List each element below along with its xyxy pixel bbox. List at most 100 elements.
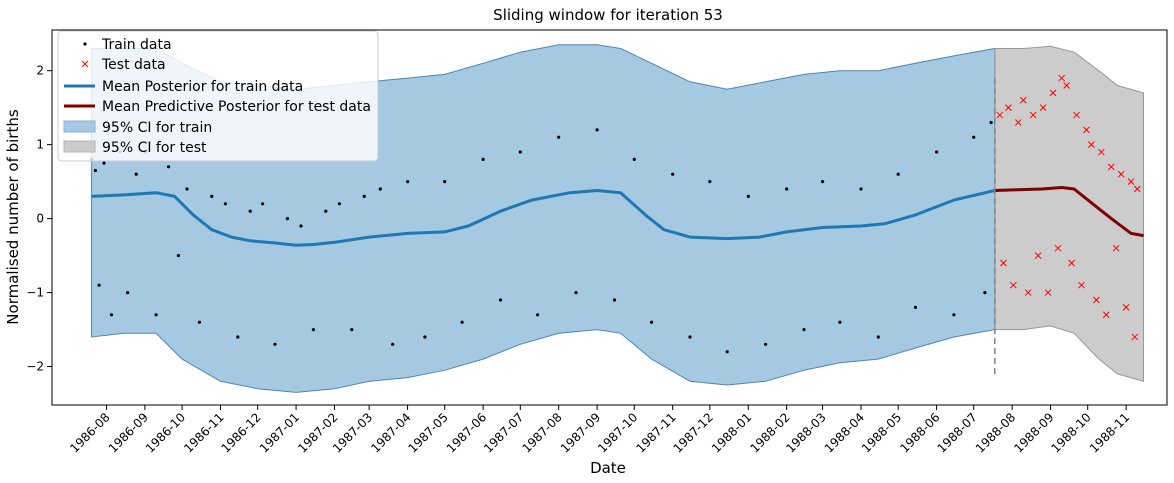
- y-axis-label: Normalised number of births: [4, 109, 22, 325]
- x-tick-label: 1986-11: [181, 410, 226, 455]
- train-data-point: [443, 180, 447, 184]
- train-data-point: [838, 320, 842, 324]
- test-data-point: [1127, 178, 1135, 185]
- test-data-points: [996, 74, 1141, 341]
- train-data-point: [210, 194, 214, 198]
- train-data-point: [650, 320, 654, 324]
- test-data-point: [1063, 82, 1071, 89]
- train-data-point: [481, 157, 485, 161]
- legend-label-train-data: Train data: [101, 37, 172, 53]
- y-tick-label: 2: [36, 64, 44, 78]
- train-data-point: [802, 328, 806, 332]
- test-data-point: [1117, 170, 1125, 178]
- train-mean-path: [91, 189, 996, 247]
- test-data-point: [1049, 89, 1057, 97]
- train-data-point: [391, 342, 395, 346]
- train-data-point: [273, 342, 277, 346]
- train-data-point: [913, 305, 918, 309]
- train-data-point: [536, 313, 540, 317]
- x-tick-label: 1987-06: [444, 410, 489, 455]
- test-data-point: [1005, 104, 1012, 112]
- x-tick-label: 1986-10: [143, 410, 188, 455]
- test-data-point: [1068, 259, 1075, 267]
- train-data-point: [821, 180, 825, 184]
- train-data-point: [989, 120, 993, 125]
- train-data-point: [498, 298, 503, 302]
- x-tick-label: 1987-05: [405, 410, 450, 455]
- train-data-point: [134, 172, 138, 176]
- train-data-point: [859, 187, 863, 191]
- x-tick-label: 1987-09: [558, 410, 603, 455]
- train-data-point: [460, 320, 464, 324]
- test-data-point: [996, 111, 1004, 119]
- legend-label-ci-train: 95% CI for train: [102, 120, 212, 136]
- x-tick-label: 1987-04: [368, 410, 413, 455]
- legend-label-test-mean: Mean Predictive Posterior for test data: [102, 99, 371, 115]
- train-data-point: [764, 342, 768, 346]
- x-tick-label: 1987-01: [257, 410, 302, 455]
- test-data-point: [1019, 96, 1027, 104]
- train-data-points: [90, 120, 993, 354]
- test-mean-line: [994, 186, 1144, 238]
- test-data-point: [1014, 119, 1022, 126]
- train-data-point: [671, 172, 675, 176]
- x-tick-label: 1988-06: [897, 410, 942, 455]
- legend-label-ci-test: 95% CI for test: [102, 140, 207, 156]
- plot-frame: [51, 29, 1168, 406]
- train-data-point: [223, 202, 227, 206]
- test-data-point: [1133, 185, 1141, 193]
- train-data-point: [746, 194, 750, 198]
- train-data-point: [518, 150, 522, 154]
- x-axis-ticks: 1986-081986-091986-101986-111986-121987-…: [67, 405, 1132, 456]
- train-data-point: [972, 135, 976, 139]
- test-data-point: [1054, 244, 1062, 252]
- x-tick-label: 1986-12: [218, 410, 263, 455]
- test-data-point: [1024, 289, 1032, 296]
- y-tick-label: −2: [26, 360, 44, 374]
- test-data-point: [1034, 252, 1042, 259]
- train-data-point: [688, 335, 692, 339]
- train-data-point: [423, 335, 427, 339]
- train-data-point: [236, 335, 240, 339]
- train-data-point: [285, 217, 289, 221]
- test-data-point: [1102, 311, 1110, 319]
- ci-test-area: [994, 45, 1144, 382]
- x-tick-label: 1987-11: [633, 410, 678, 455]
- test-data-point: [1131, 333, 1139, 341]
- test-data-point: [1093, 296, 1100, 304]
- test-data-point: [1073, 111, 1080, 119]
- train-data-point: [595, 128, 599, 132]
- train-data-point: [362, 194, 366, 198]
- legend-marker-ci-test: [63, 140, 96, 153]
- train-data-point: [102, 161, 106, 165]
- train-data-point: [952, 313, 956, 317]
- train-data-point: [154, 313, 158, 317]
- x-tick-label: 1988-10: [1048, 410, 1093, 455]
- test-data-point: [1122, 304, 1130, 311]
- chart-title: Sliding window for iteration 53: [493, 6, 723, 24]
- y-tick-label: 1: [36, 138, 44, 152]
- train-mean-line: [91, 189, 996, 247]
- test-data-point: [1058, 74, 1066, 82]
- train-data-point: [785, 187, 789, 191]
- legend-marker-ci-train: [63, 120, 96, 133]
- train-data-point: [324, 209, 328, 213]
- train-data-point: [311, 328, 315, 332]
- train-data-point: [261, 202, 265, 206]
- train-data-point: [176, 254, 180, 258]
- train-data-point: [378, 187, 382, 191]
- test-data-point: [1078, 281, 1085, 289]
- test-data-point: [1010, 281, 1017, 289]
- legend-label-train-mean: Mean Posterior for train data: [102, 79, 303, 95]
- x-tick-label: 1988-01: [709, 410, 754, 455]
- x-tick-label: 1988-05: [859, 410, 904, 455]
- legend: Train data Test data Mean Posterior for …: [57, 30, 379, 162]
- train-data-point: [350, 328, 354, 332]
- test-data-point: [1112, 244, 1120, 252]
- train-data-point: [109, 313, 114, 317]
- test-data-point: [1107, 163, 1115, 171]
- train-data-point: [935, 150, 939, 154]
- legend-marker-train-data: [83, 42, 87, 46]
- legend-box: [57, 30, 379, 162]
